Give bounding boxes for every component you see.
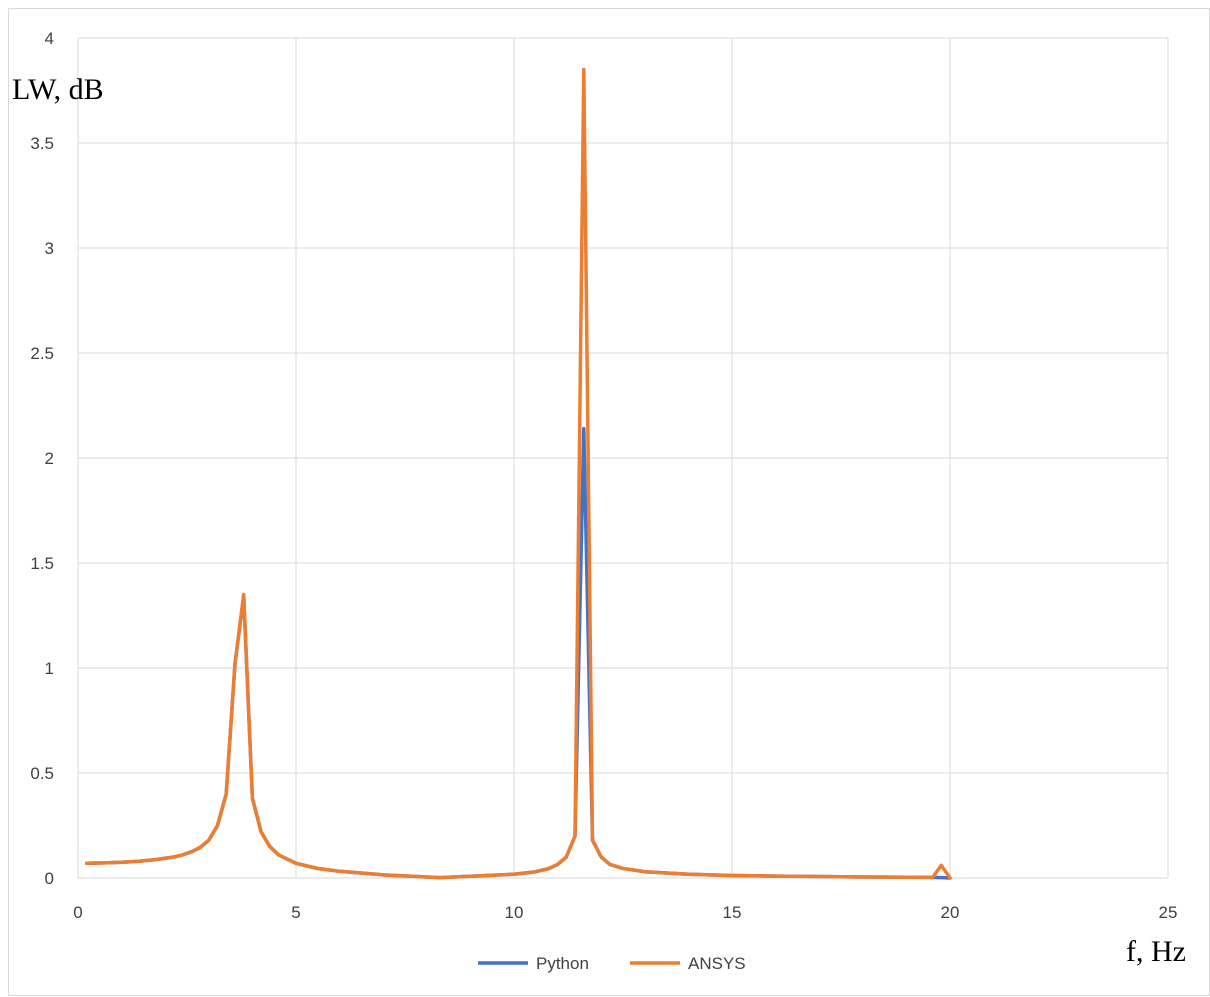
chart-frame [8, 8, 1210, 996]
legend: Python ANSYS [478, 954, 746, 973]
y-tick-label: 1 [45, 659, 54, 678]
y-tick-label: 4 [45, 29, 54, 48]
y-tick-label: 0 [45, 869, 54, 888]
x-tick-label: 10 [505, 903, 524, 922]
y-tick-label: 2.5 [30, 344, 54, 363]
grid-lines [77, 37, 1169, 879]
legend-label-python: Python [536, 954, 589, 973]
y-tick-label: 3 [45, 239, 54, 258]
x-tick-label: 15 [723, 903, 742, 922]
series-line-ansys [84, 67, 952, 880]
y-axis-title: LW, dB [12, 73, 104, 106]
x-axis-title: f, Hz [1126, 935, 1186, 968]
x-tick-label: 5 [291, 903, 300, 922]
y-tick-label: 2 [45, 449, 54, 468]
x-tick-label: 0 [73, 903, 82, 922]
x-tick-label: 20 [941, 903, 960, 922]
y-tick-label: 0.5 [30, 764, 54, 783]
series-lines [84, 67, 952, 880]
legend-label-ansys: ANSYS [688, 954, 746, 973]
tick-labels: 0 5 10 15 20 25 0 0.5 1 1.5 2 2.5 3 3.5 4 [30, 29, 1177, 922]
y-tick-label: 3.5 [30, 134, 54, 153]
x-tick-label: 25 [1159, 903, 1178, 922]
y-tick-label: 1.5 [30, 554, 54, 573]
